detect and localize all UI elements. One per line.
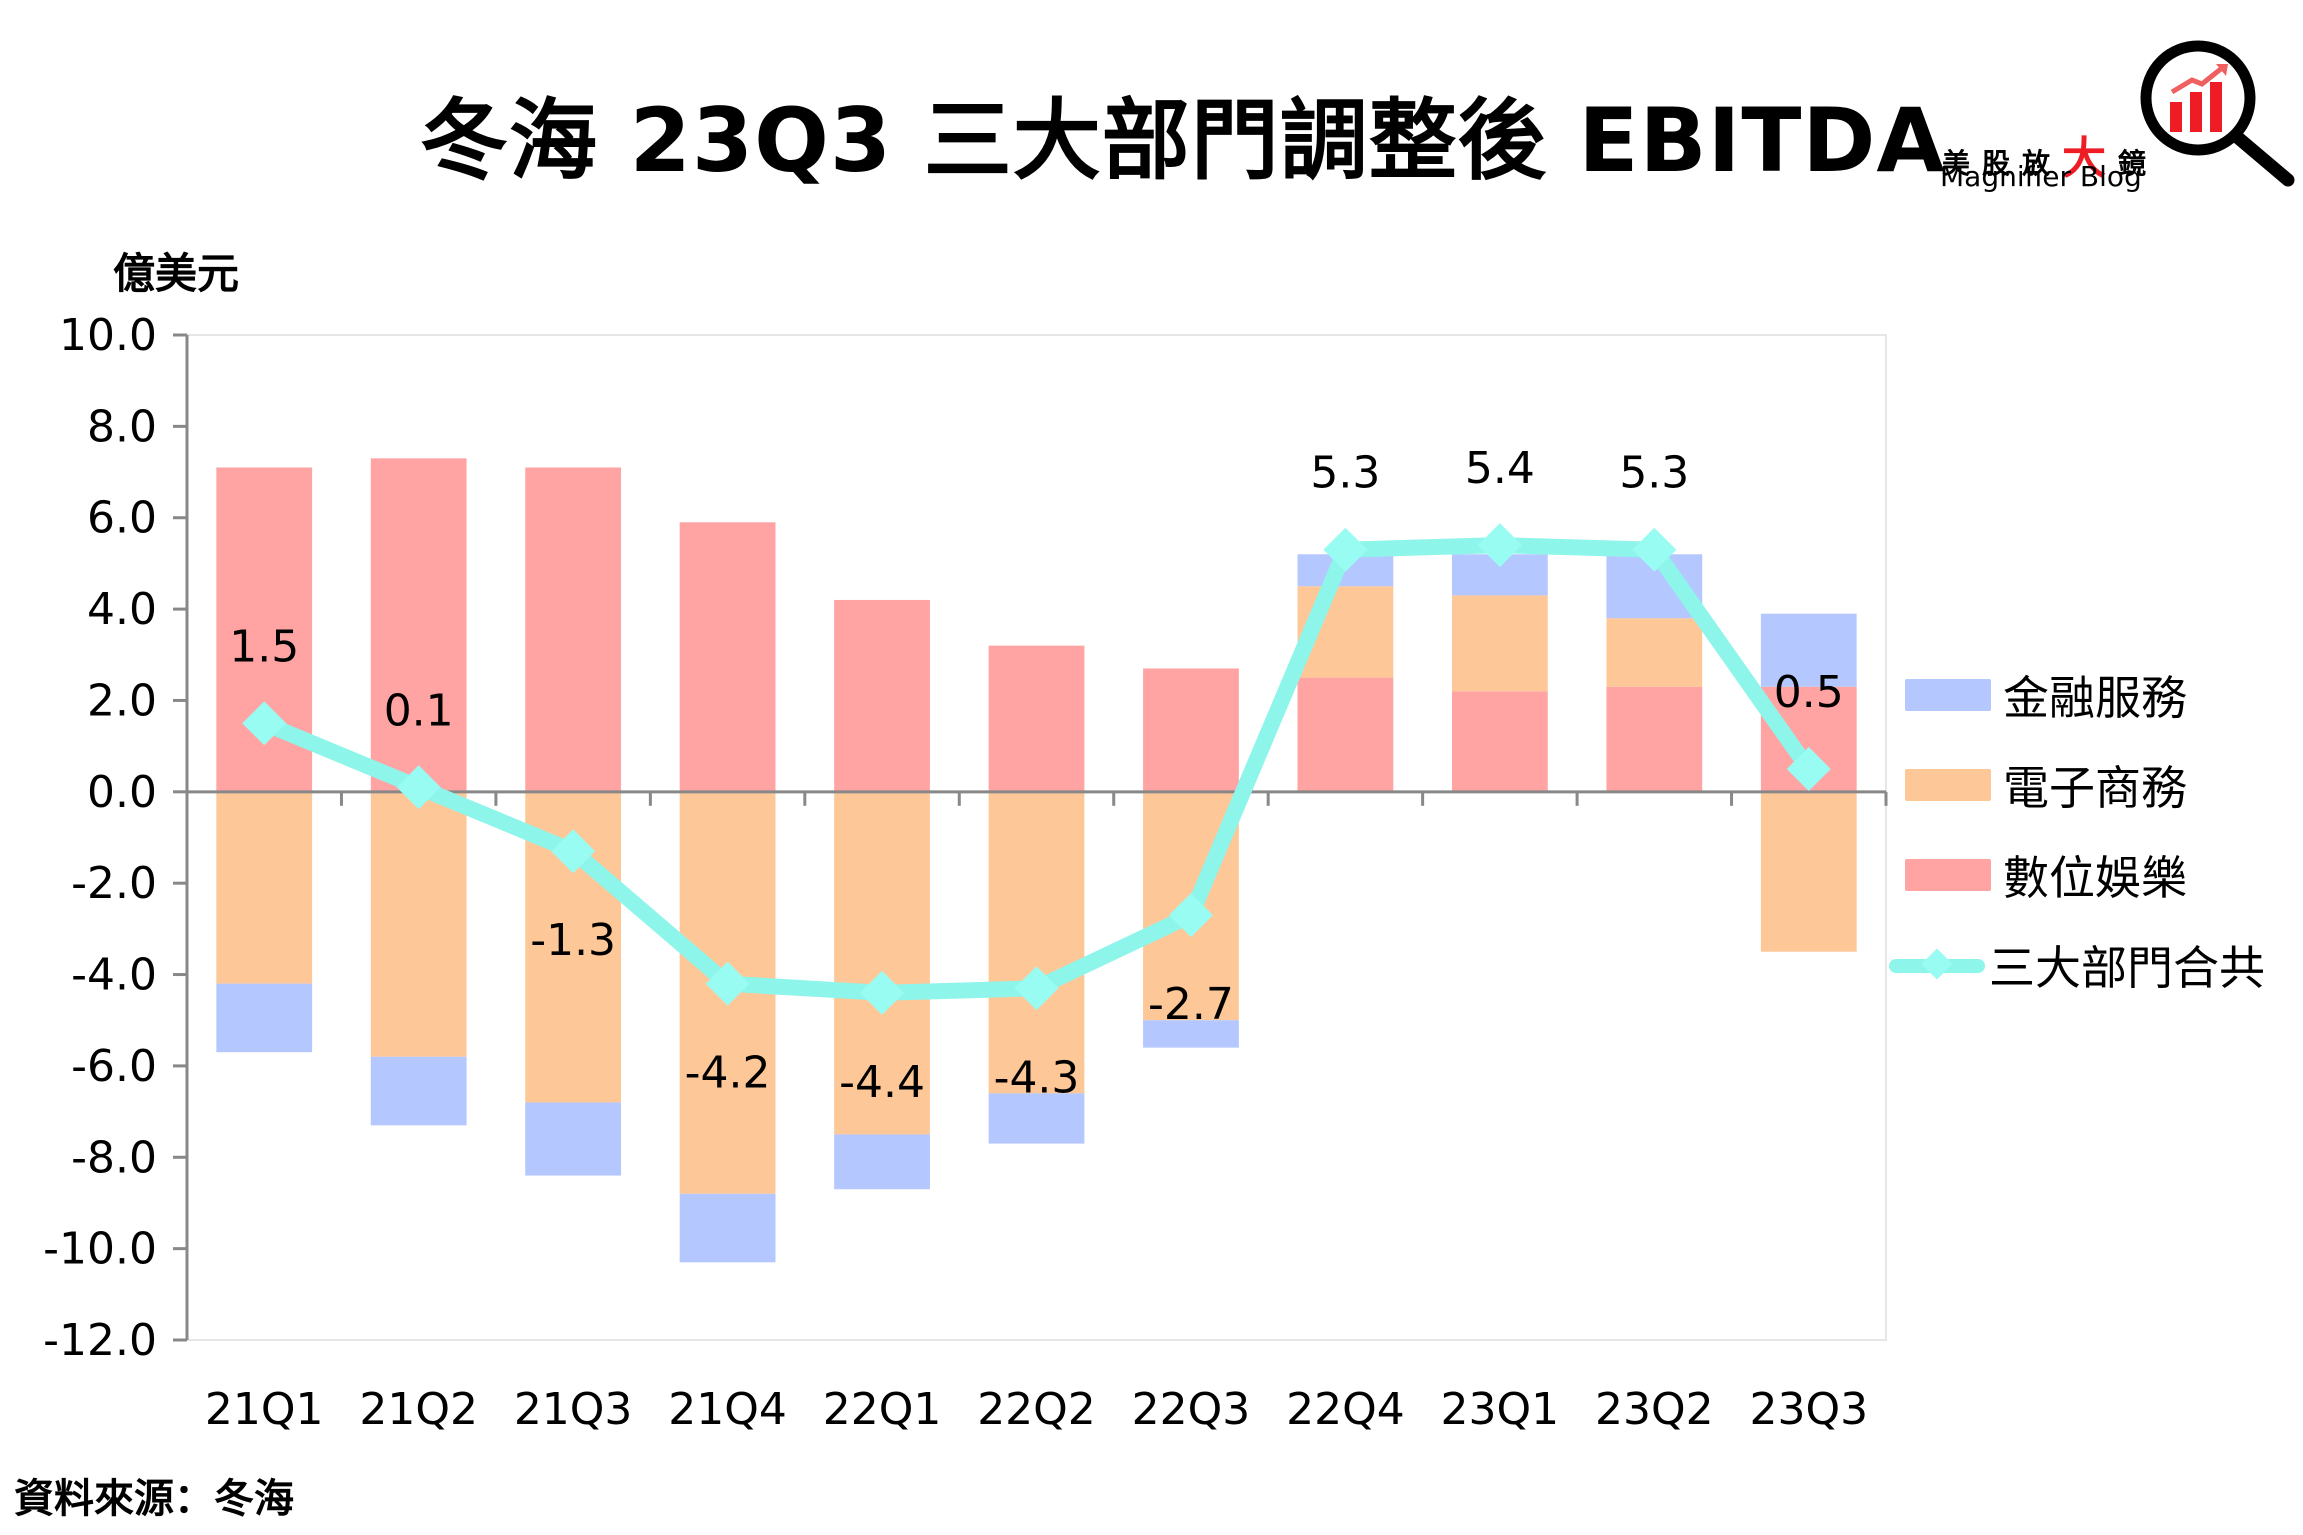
legend-line-diamond-icon [1889,949,1985,981]
total-marker-21Q3 [551,829,596,874]
logo-cn-suffix: 鏡 [2118,147,2159,180]
bar-entertainment-21Q4 [679,522,776,792]
legend-item-entertainment: 數位娛樂 [1905,840,2187,910]
bar-ecommerce-23Q2 [1606,618,1703,687]
x-tick-label: 22Q3 [1132,1384,1251,1435]
data-label-22Q3: -2.7 [1148,979,1234,1030]
total-marker-23Q1 [1477,523,1522,568]
magnifier-chart-icon [2140,40,2295,187]
bar-entertainment-23Q1 [1451,691,1548,792]
y-tick-label: 6.0 [87,493,157,544]
data-label-23Q3: 0.5 [1774,667,1844,718]
logo-chinese-name: 美股放大鏡 [1942,122,2158,186]
bar-financial-21Q4 [679,1193,776,1263]
y-tick-label: -10.0 [43,1224,157,1275]
data-label-23Q1: 5.4 [1465,443,1535,494]
x-tick-label: 23Q1 [1441,1384,1560,1435]
bar-ecommerce-23Q3 [1760,791,1857,952]
data-label-22Q4: 5.3 [1310,448,1380,499]
bar-financial-21Q3 [525,1102,622,1176]
bar-entertainment-23Q2 [1606,686,1703,792]
y-tick-label: -2.0 [71,858,157,909]
bar-ecommerce-22Q2 [988,791,1085,1094]
total-marker-22Q3 [1168,893,1213,938]
data-labels-group: 1.5 0.1 -1.3 -4.2 -4.4 -4.3 -2.7 5.3 5.4 5.3 0.5 [229,443,1844,1108]
x-tick-label: 21Q4 [668,1384,787,1435]
x-tick-label: 23Q2 [1595,1384,1714,1435]
y-tick-label: -12.0 [43,1315,157,1366]
bar-financial-22Q1 [834,1134,930,1190]
legend-label: 數位娛樂 [2003,851,2187,905]
x-tick-label: 21Q2 [359,1384,478,1435]
legend-swatch-financial [1905,679,1991,711]
data-label-21Q3: -1.3 [530,915,616,966]
total-marker-23Q3 [1786,746,1831,791]
x-tick-label: 22Q2 [977,1384,1096,1435]
y-axis-unit-label: 億美元 [113,249,240,298]
y-tick-label: 4.0 [87,584,157,635]
legend-item-total: 三大部門合共 [1889,930,2265,1000]
y-tick-label: -6.0 [71,1041,157,1092]
y-tick-label: 2.0 [87,675,157,726]
legend-item-financial: 金融服務 [1905,660,2187,730]
total-marker-23Q2 [1632,527,1677,572]
logo-english-name: Magnifier Blog [1940,160,2142,193]
x-tick-label: 22Q1 [823,1384,942,1435]
bar-entertainment-21Q2 [370,458,467,792]
logo-cn-big: 大 [2062,133,2119,184]
axes-group: 10.0 8.0 6.0 4.0 2.0 0.0 -2.0 -4.0 -6.0 -8.0 -10.0… [43,310,1888,1435]
bar-entertainment-22Q3 [1143,668,1239,792]
chart-title: 冬海 23Q3 三大部門調整後 EBITDA [420,89,1946,192]
total-marker-22Q1 [860,970,905,1015]
bar-series-group [216,458,1857,1263]
data-label-21Q4: -4.2 [685,1048,771,1099]
source-note: 資料來源：冬海 [14,1476,294,1522]
bar-financial-23Q3 [1760,613,1857,687]
data-label-21Q1: 1.5 [229,621,299,672]
legend-swatch-entertainment [1905,859,1991,891]
y-tick-label: 10.0 [59,310,157,361]
data-label-22Q1: -4.4 [839,1057,925,1108]
total-line-group [242,523,1831,1015]
brand-logo: 美股放大鏡 Magnifier Blog [1930,30,2300,200]
data-label-21Q2: 0.1 [384,685,454,736]
x-tick-label: 23Q3 [1749,1384,1868,1435]
x-tick-label: 22Q4 [1286,1384,1405,1435]
legend-label: 電子商務 [2003,761,2187,815]
y-tick-label: -4.0 [71,950,157,1001]
x-tick-label: 21Q1 [205,1384,324,1435]
legend-label: 三大部門合共 [1989,941,2265,995]
bar-financial-21Q1 [216,983,313,1053]
bar-financial-22Q3 [1143,1020,1239,1048]
total-marker-22Q2 [1014,966,1059,1011]
legend-item-ecommerce: 電子商務 [1905,750,2187,820]
total-marker-21Q1 [242,701,287,746]
x-tick-label: 21Q3 [514,1384,633,1435]
bar-financial-21Q2 [370,1056,467,1126]
total-marker-21Q2 [396,765,441,810]
data-label-22Q2: -4.3 [994,1052,1080,1103]
bar-ecommerce-21Q1 [216,791,313,984]
bar-financial-22Q2 [988,1093,1085,1144]
bar-entertainment-22Q2 [988,645,1085,792]
data-label-23Q2: 5.3 [1619,448,1689,499]
logo-cn-prefix: 美股放 [1942,147,2063,180]
total-marker-21Q4 [705,961,750,1006]
total-marker-22Q4 [1323,527,1368,572]
y-tick-label: -8.0 [71,1132,157,1183]
bar-entertainment-21Q3 [525,467,622,792]
legend-swatch-ecommerce [1905,769,1991,801]
legend-label: 金融服務 [2003,671,2187,725]
y-tick-label: 8.0 [87,401,157,452]
bar-ecommerce-23Q1 [1451,595,1548,692]
bar-entertainment-22Q1 [834,599,930,792]
bar-ecommerce-21Q2 [370,791,467,1057]
y-tick-label: 0.0 [87,767,157,818]
bar-entertainment-22Q4 [1297,677,1394,792]
bar-ecommerce-22Q1 [834,791,930,1135]
